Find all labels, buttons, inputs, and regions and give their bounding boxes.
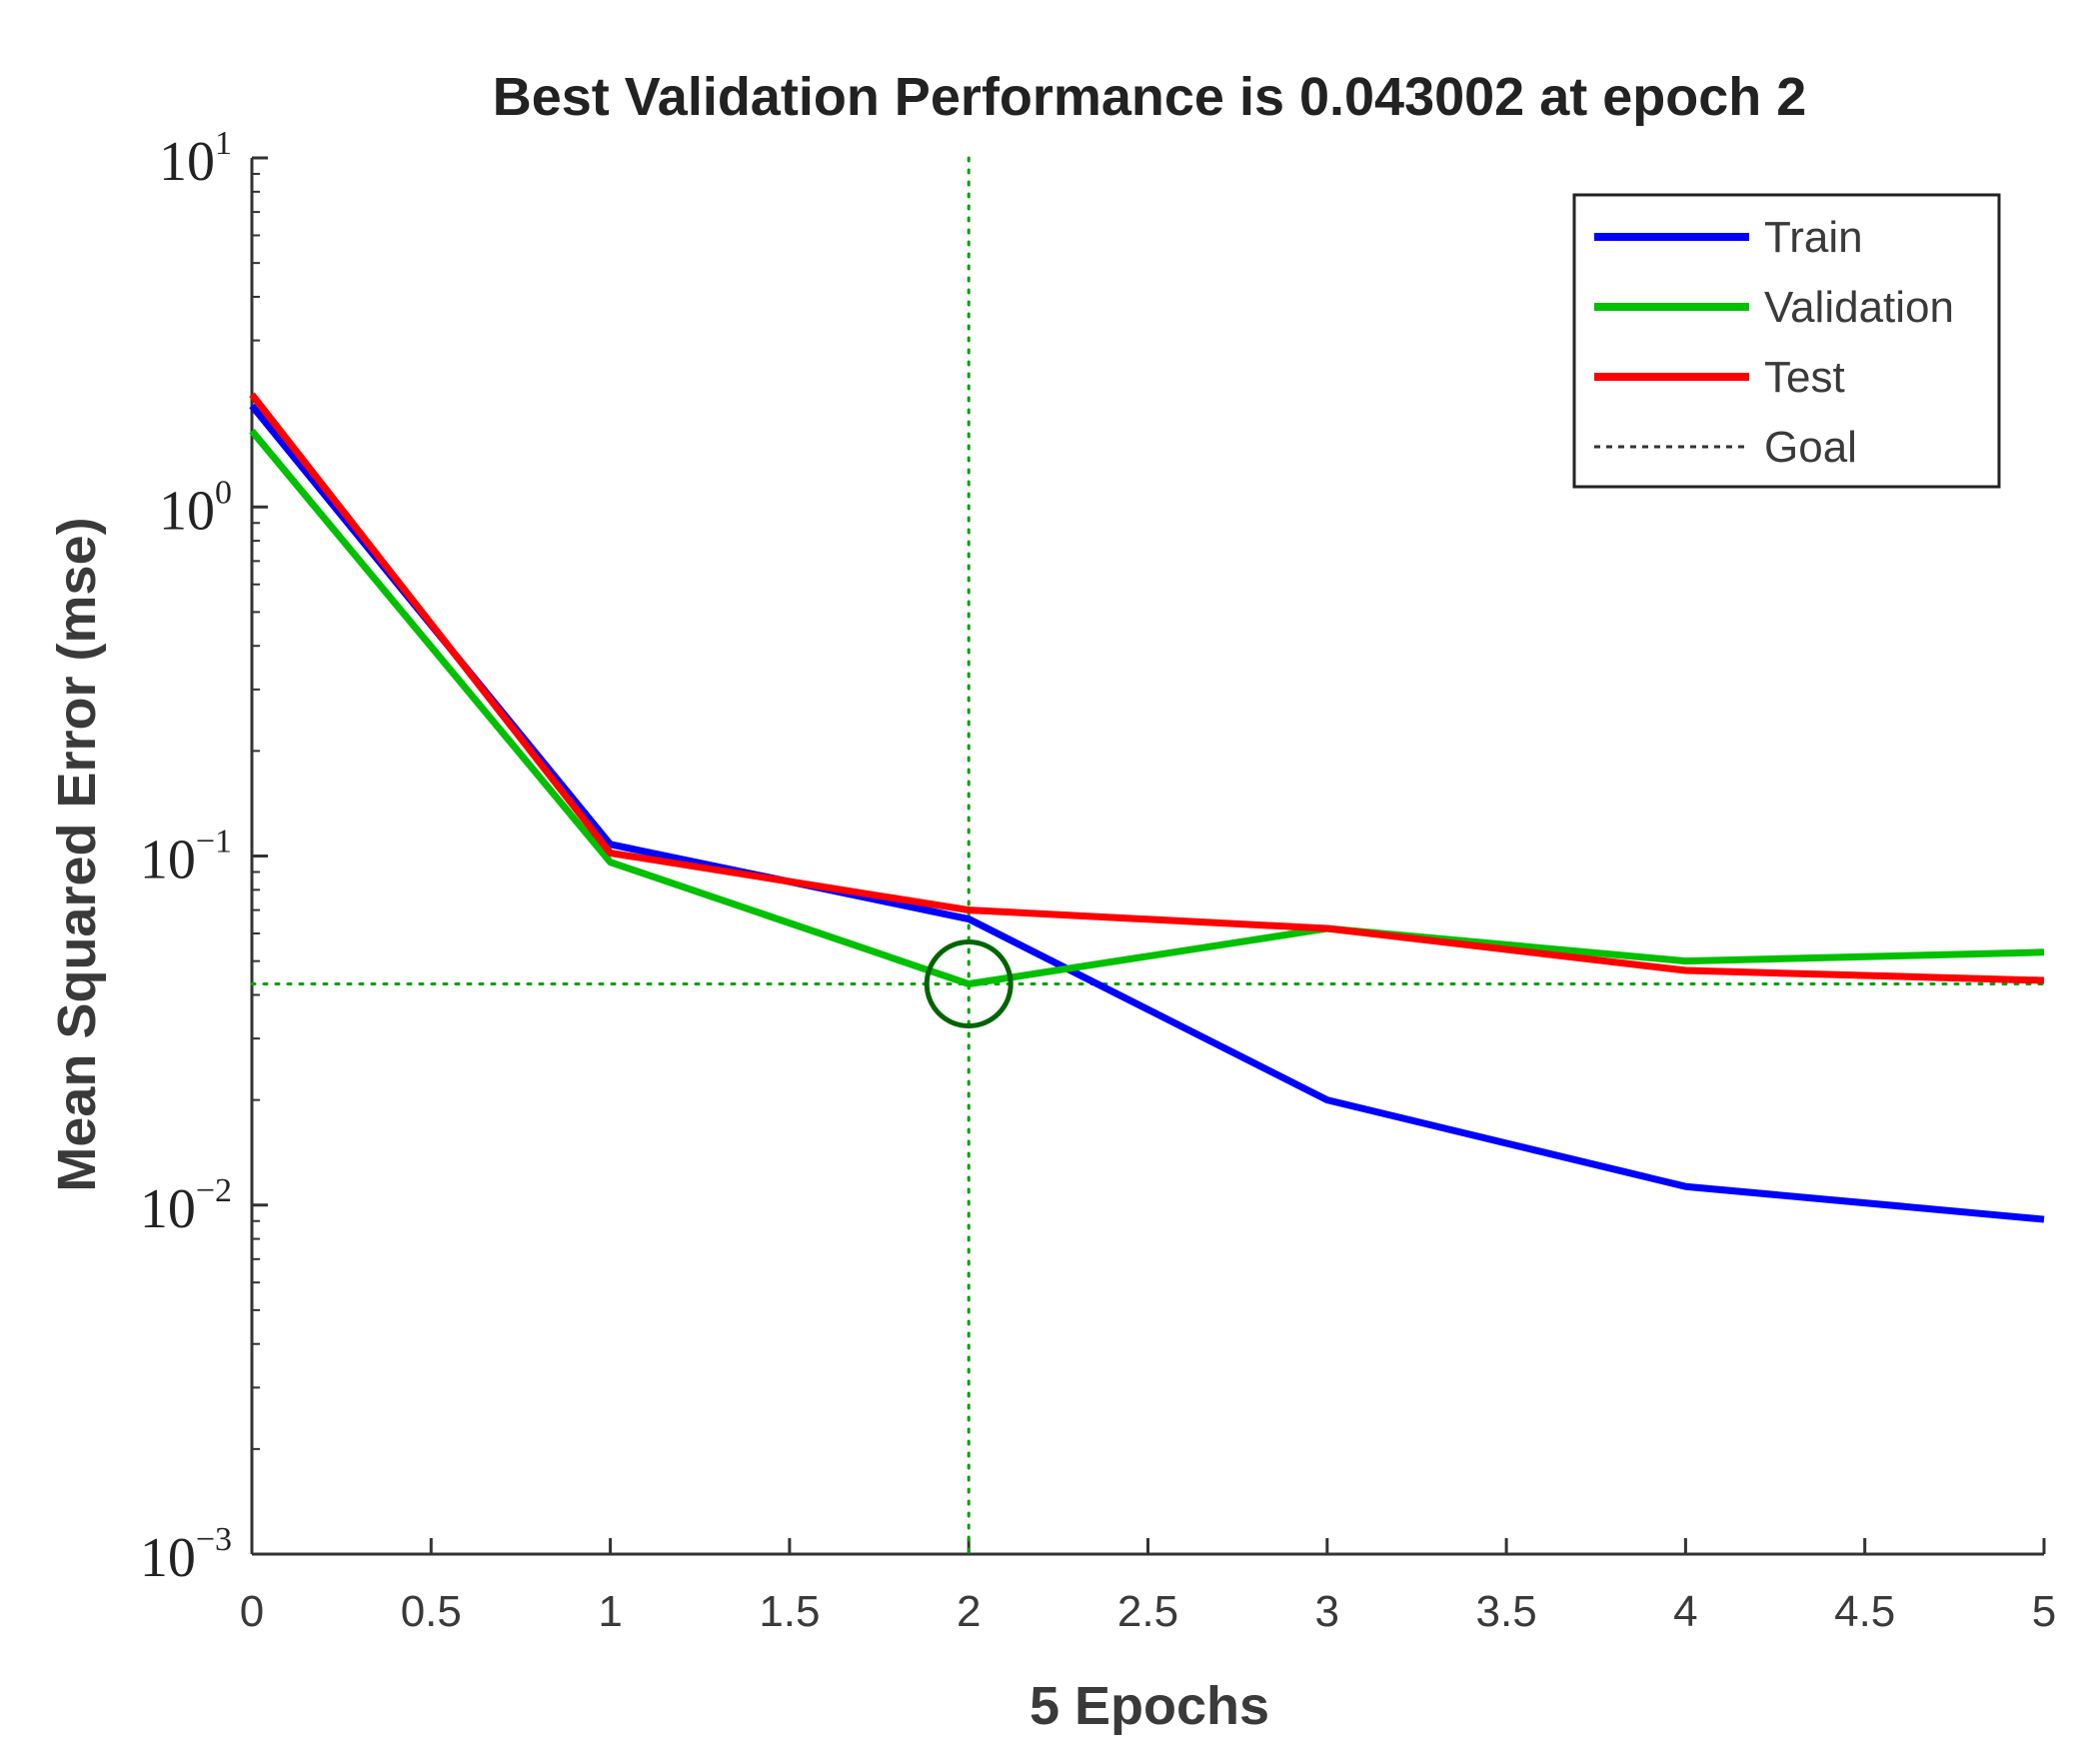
y-tick-label: 10−3 [140, 1521, 232, 1589]
x-axis-label: 5 Epochs [1030, 1676, 1269, 1736]
y-tick-exponent: 1 [215, 125, 232, 162]
legend-label-train: Train [1764, 213, 1863, 262]
x-tick-label: 1.5 [759, 1587, 820, 1636]
legend: Train Validation Test Goal [1572, 193, 2001, 489]
series-line-test [249, 392, 2045, 984]
y-tick-label: 100 [159, 474, 232, 542]
legend-box [1572, 193, 2001, 489]
series-line-validation [249, 429, 2045, 988]
y-tick-label: 10−2 [140, 1172, 232, 1240]
y-tick-label: 10−1 [140, 824, 232, 891]
y-tick-exponent: −1 [196, 824, 232, 861]
y-tick-exponent: −3 [196, 1521, 232, 1558]
x-tick-label: 4 [1673, 1587, 1697, 1636]
y-tick-exponent: −2 [196, 1172, 232, 1209]
x-tick-label: 0.5 [401, 1587, 462, 1636]
legend-label-goal: Goal [1764, 423, 1857, 472]
x-tick-label: 3 [1315, 1587, 1339, 1636]
legend-label-validation: Validation [1764, 283, 1954, 332]
chart-title: Best Validation Performance is 0.043002 … [493, 67, 1807, 127]
x-tick-label: 4.5 [1834, 1587, 1895, 1636]
series-line-train [249, 403, 2045, 1223]
x-tick-label: 3.5 [1476, 1587, 1537, 1636]
y-axis-label: Mean Squared Error (mse) [47, 517, 107, 1191]
y-tick-base: 10 [140, 1178, 196, 1240]
x-tick-label: 2.5 [1117, 1587, 1178, 1636]
legend-label-test: Test [1764, 353, 1845, 402]
y-tick-label: 101 [159, 125, 232, 193]
x-tick-label: 0 [240, 1587, 264, 1636]
best-validation-marker [924, 939, 1014, 1029]
x-tick-label: 2 [957, 1587, 981, 1636]
y-tick-base: 10 [140, 830, 196, 891]
y-tick-base: 10 [140, 1527, 196, 1589]
x-tick-label: 5 [2032, 1587, 2056, 1636]
x-tick-label: 1 [598, 1587, 622, 1636]
y-tick-base: 10 [159, 131, 215, 193]
y-tick-base: 10 [159, 480, 215, 542]
y-tick-exponent: 0 [215, 474, 232, 511]
